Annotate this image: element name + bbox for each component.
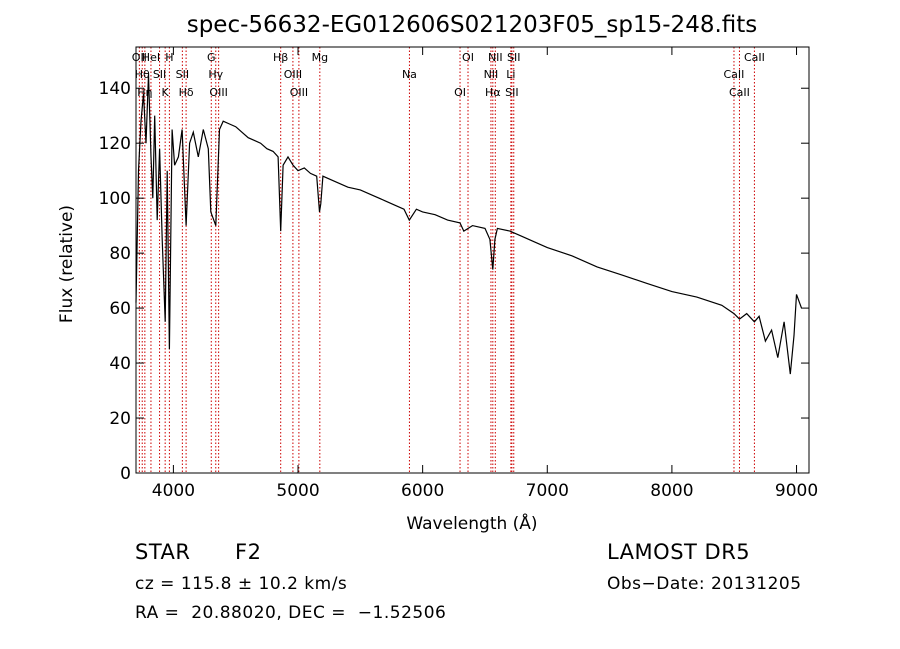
line-label-sii: SII	[505, 86, 518, 99]
line-label-sii: SII	[176, 68, 189, 81]
y-tick-label: 140	[99, 79, 131, 99]
x-tick-label: 6000	[401, 481, 444, 501]
plot-frame	[135, 46, 810, 474]
y-axis-label: Flux (relative)	[57, 205, 77, 323]
x-tick-label: 8000	[650, 481, 693, 501]
line-label-oiii: OIII	[209, 86, 227, 99]
line-label-caii: CaII	[729, 86, 750, 99]
line-label-hγ: Hγ	[208, 68, 223, 81]
x-tick-label: 7000	[526, 481, 569, 501]
line-label-oi: OI	[454, 86, 466, 99]
x-tick-label: 5000	[276, 481, 319, 501]
survey-name: LAMOST DR5	[607, 540, 751, 564]
line-label-h: H	[165, 51, 173, 64]
line-label-caii: CaII	[724, 68, 745, 81]
chart-title: spec-56632-EG012606S021203F05_sp15-248.f…	[187, 12, 758, 38]
line-label-hα: Hα	[485, 86, 501, 99]
coordinates-line: RA = 20.88020, DEC = −1.52506	[135, 603, 447, 623]
spectrum-line	[135, 74, 803, 375]
x-tick-label: 4000	[152, 481, 195, 501]
axis-tick-layer: 4000 5000 6000 7000 8000 9000 0 20 40 60 80 100 120 1…	[99, 47, 818, 501]
line-label-hβ: Hβ	[273, 51, 288, 64]
line-marker-layer	[138, 47, 755, 473]
line-label-li: Li	[506, 68, 515, 81]
line-label-sii: SII	[507, 51, 520, 64]
redshift-line: cz = 115.8 ± 10.2 km/s	[135, 574, 348, 594]
line-label-na: Na	[402, 68, 417, 81]
line-label-oiii: OIII	[290, 86, 308, 99]
obs-date-line: Obs−Date: 20131205	[607, 574, 802, 594]
y-tick-label: 120	[99, 134, 131, 154]
line-label-caii: CaII	[744, 51, 765, 64]
y-tick-label: 40	[109, 354, 131, 374]
y-tick-label: 100	[99, 189, 131, 209]
line-label-hei: HeI	[142, 51, 160, 64]
y-tick-label: 60	[109, 299, 131, 319]
y-tick-label: 20	[109, 409, 131, 429]
line-label-nii: NII	[488, 51, 503, 64]
y-tick-label: 0	[120, 464, 131, 484]
line-label-layer: OIIHθHηHeISIIKHSIIHδGHγOIIIHβOIIIOIIIMgN…	[132, 51, 765, 99]
line-label-mg: Mg	[312, 51, 328, 64]
line-label-nii: NII	[484, 68, 499, 81]
x-axis-label: Wavelength (Å)	[406, 512, 537, 534]
y-tick-label: 80	[109, 244, 131, 264]
line-label-k: K	[162, 86, 170, 99]
x-tick-label: 9000	[775, 481, 818, 501]
line-label-hδ: Hδ	[179, 86, 194, 99]
spectral-subclass: F2	[235, 540, 262, 564]
line-label-oi: OI	[462, 51, 474, 64]
line-label-hθ: Hθ	[135, 68, 150, 81]
object-class: STAR	[135, 540, 191, 564]
line-label-g: G	[207, 51, 216, 64]
line-label-sii: SII	[153, 68, 166, 81]
line-label-oiii: OIII	[284, 68, 302, 81]
